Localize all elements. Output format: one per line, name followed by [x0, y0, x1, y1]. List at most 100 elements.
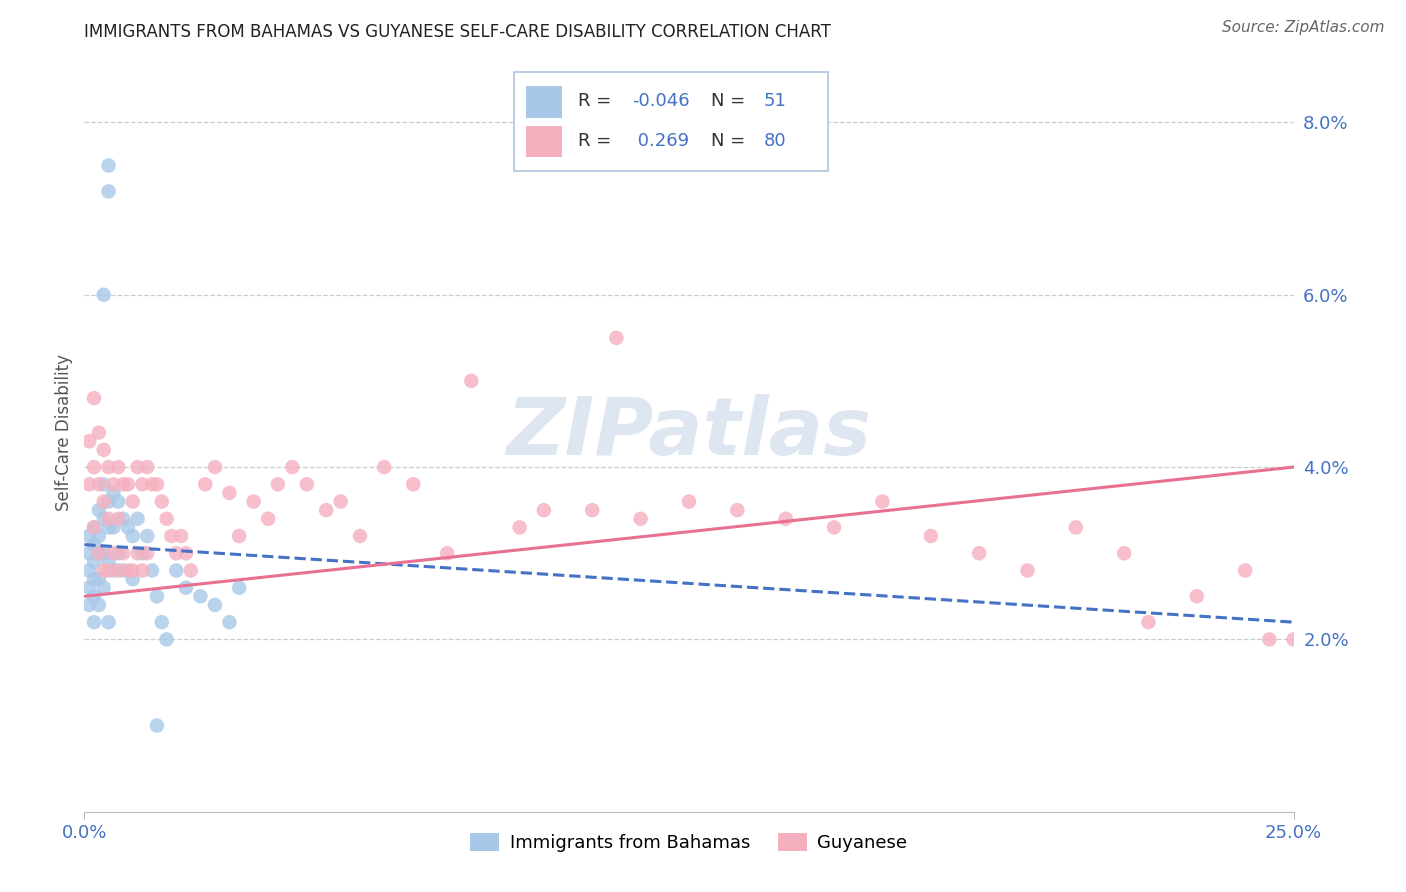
Text: Source: ZipAtlas.com: Source: ZipAtlas.com — [1222, 20, 1385, 35]
Point — [402, 477, 425, 491]
Point — [97, 520, 120, 534]
Point — [315, 503, 337, 517]
FancyBboxPatch shape — [513, 72, 828, 171]
Point — [121, 572, 143, 586]
Point — [872, 494, 894, 508]
Text: 51: 51 — [763, 92, 787, 111]
Text: R =: R = — [578, 92, 617, 111]
Point — [107, 460, 129, 475]
Text: ZIPatlas: ZIPatlas — [506, 393, 872, 472]
Point — [1114, 546, 1136, 560]
Point — [97, 159, 120, 173]
Point — [1185, 590, 1208, 604]
Point — [204, 460, 226, 475]
Point — [121, 529, 143, 543]
Point — [1234, 564, 1257, 578]
Point — [87, 503, 110, 517]
Point — [87, 529, 110, 543]
Point — [581, 503, 603, 517]
Point — [107, 512, 129, 526]
Point — [131, 564, 153, 578]
Point — [93, 442, 115, 457]
Point — [97, 512, 120, 526]
Point — [87, 477, 110, 491]
Point — [83, 590, 105, 604]
Point — [87, 546, 110, 560]
Point — [533, 503, 555, 517]
Point — [112, 512, 135, 526]
Point — [967, 546, 990, 560]
Point — [136, 529, 159, 543]
Text: -0.046: -0.046 — [633, 92, 690, 111]
Point — [93, 477, 115, 491]
Point — [373, 460, 395, 475]
Text: 0.269: 0.269 — [633, 132, 689, 150]
Point — [228, 529, 250, 543]
Point — [823, 520, 845, 534]
Point — [107, 546, 129, 560]
Point — [83, 572, 105, 586]
Point — [146, 718, 169, 732]
Point — [83, 460, 105, 475]
Point — [228, 581, 250, 595]
Point — [257, 512, 280, 526]
Point — [103, 546, 125, 560]
Point — [127, 546, 149, 560]
Point — [1137, 615, 1160, 630]
Point — [775, 512, 797, 526]
Point — [77, 434, 100, 449]
Point — [97, 615, 120, 630]
Point — [117, 520, 139, 534]
Point — [1258, 632, 1281, 647]
Point — [87, 598, 110, 612]
Point — [174, 546, 197, 560]
Y-axis label: Self-Care Disability: Self-Care Disability — [55, 354, 73, 511]
Point — [97, 494, 120, 508]
Point — [170, 529, 193, 543]
Point — [77, 598, 100, 612]
Point — [112, 546, 135, 560]
Point — [83, 520, 105, 534]
Point — [83, 555, 105, 569]
Point — [87, 425, 110, 440]
Text: 80: 80 — [763, 132, 786, 150]
Point — [150, 494, 173, 508]
Point — [103, 520, 125, 534]
Point — [117, 477, 139, 491]
Point — [160, 529, 183, 543]
Point — [136, 460, 159, 475]
Point — [136, 546, 159, 560]
Point — [1017, 564, 1039, 578]
Point — [155, 632, 177, 647]
Point — [165, 564, 187, 578]
Point — [121, 564, 143, 578]
Point — [1282, 632, 1305, 647]
Point — [107, 564, 129, 578]
Point — [165, 546, 187, 560]
Point — [107, 494, 129, 508]
Point — [87, 546, 110, 560]
Point — [630, 512, 652, 526]
Point — [93, 581, 115, 595]
Point — [93, 564, 115, 578]
Point — [77, 581, 100, 595]
Point — [218, 615, 240, 630]
Point — [141, 564, 163, 578]
Point — [920, 529, 942, 543]
Point — [83, 615, 105, 630]
Point — [93, 494, 115, 508]
Point — [218, 486, 240, 500]
Point — [605, 331, 627, 345]
Point — [83, 391, 105, 405]
Point — [103, 477, 125, 491]
Point — [97, 460, 120, 475]
Point — [509, 520, 531, 534]
Point — [93, 546, 115, 560]
Point — [436, 546, 458, 560]
Legend: Immigrants from Bahamas, Guyanese: Immigrants from Bahamas, Guyanese — [463, 826, 915, 860]
Point — [146, 590, 169, 604]
Point — [112, 477, 135, 491]
Point — [117, 564, 139, 578]
Text: N =: N = — [710, 92, 751, 111]
Point — [242, 494, 264, 508]
